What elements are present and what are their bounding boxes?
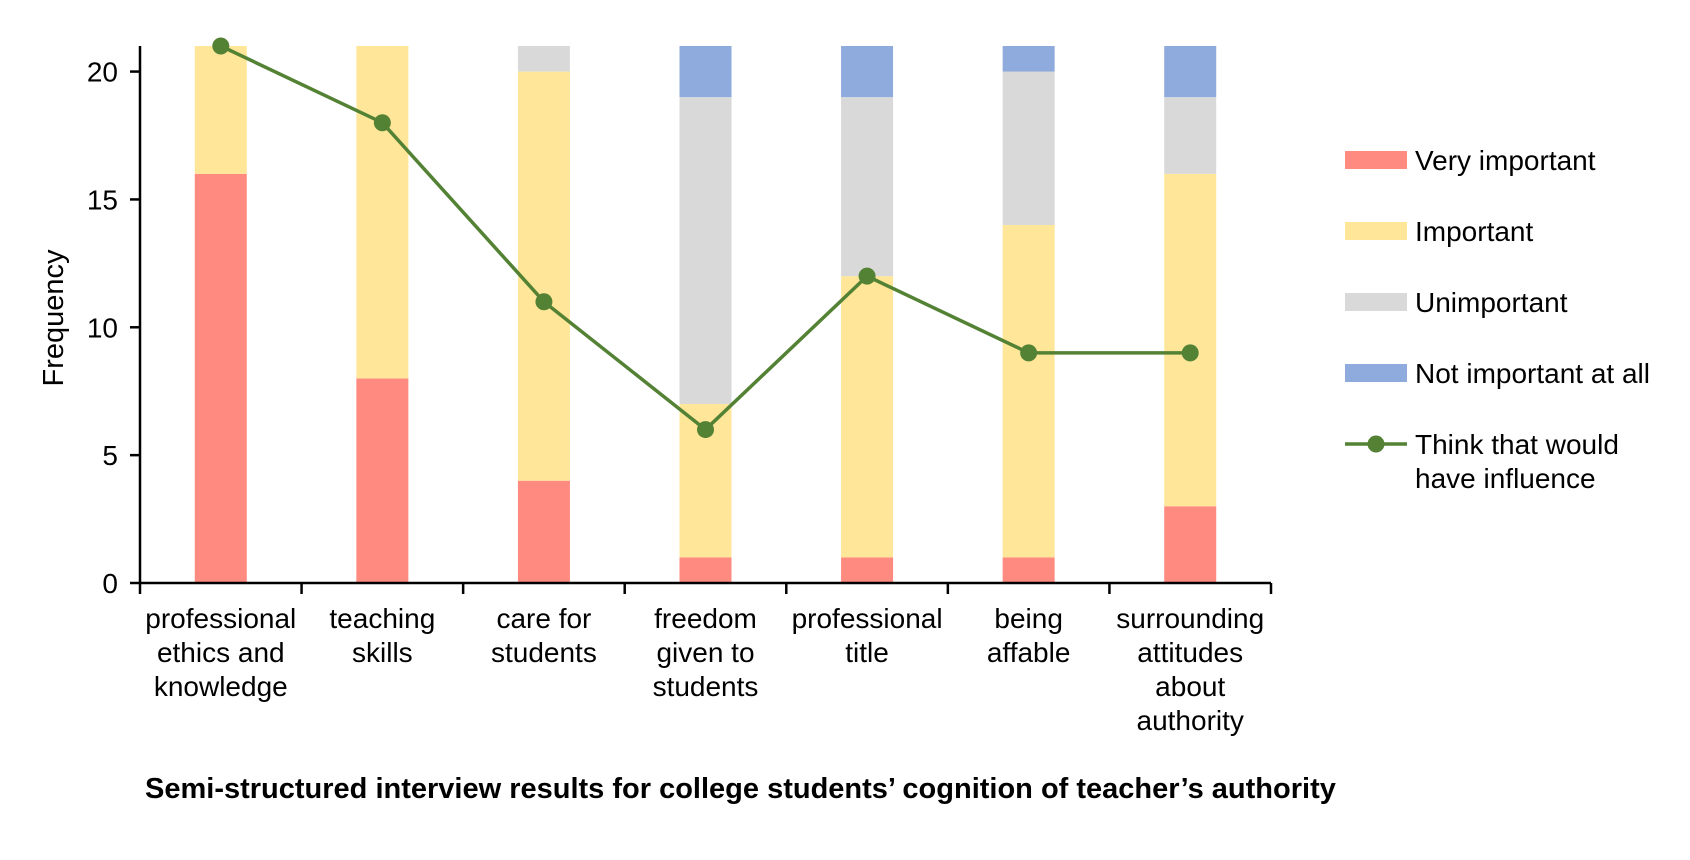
bar-very-important-6: [1002, 557, 1055, 583]
legend-swatch-unimportant: [1345, 293, 1407, 311]
bar-not-important-at-all-4: [679, 46, 732, 98]
influence-point-5: [858, 267, 876, 285]
x-tick-label: care for students: [491, 603, 597, 668]
influence-point-6: [1020, 344, 1038, 362]
bar-important-3: [517, 71, 570, 481]
x-tick-label: surrounding attitudes about authority: [1116, 603, 1264, 736]
bar-unimportant-7: [1164, 97, 1217, 174]
x-tick-label: teaching skills: [329, 603, 435, 668]
influence-point-2: [373, 114, 391, 132]
influence-point-1: [212, 37, 230, 55]
bar-not-important-at-all-5: [841, 46, 894, 98]
y-tick-label: 10: [87, 312, 118, 343]
x-tick-label: professional title: [792, 603, 943, 668]
x-tick-label: freedom given to students: [653, 603, 759, 702]
bar-very-important-3: [517, 480, 570, 583]
legend-swatch-marker: [1367, 435, 1385, 453]
legend-label-unimportant: Unimportant: [1415, 287, 1568, 318]
influence-point-3: [535, 293, 553, 311]
legend-swatch-important: [1345, 222, 1407, 240]
axes-layer: 0 5 10 15 20 professional ethics and knowledge t…: [87, 46, 1273, 736]
legend-label-important: Important: [1415, 216, 1533, 247]
influence-point-7: [1181, 344, 1199, 362]
y-tick-label: 20: [87, 57, 118, 88]
bar-very-important-2: [356, 378, 409, 583]
bar-important-7: [1164, 173, 1217, 507]
legend-label-very-important: Very important: [1415, 145, 1596, 176]
bar-important-2: [356, 46, 409, 379]
bar-very-important-7: [1164, 506, 1217, 583]
y-tick-label: 5: [102, 440, 118, 471]
legend-label-not-important-at-all: Not important at all: [1415, 358, 1650, 389]
x-tick-label: professional ethics and knowledge: [145, 603, 296, 702]
y-tick-label: 0: [102, 568, 118, 599]
bar-important-5: [841, 276, 894, 558]
legend: Very important Important Unimportant Not im…: [1345, 145, 1650, 494]
bar-unimportant-3: [517, 46, 570, 72]
bar-very-important-1: [194, 173, 247, 583]
bar-very-important-5: [841, 557, 894, 583]
chart-caption: Semi-structured interview results for co…: [145, 773, 1336, 805]
x-tick-label: being affable: [987, 603, 1071, 668]
bar-not-important-at-all-6: [1002, 46, 1055, 72]
legend-swatch-not-important-at-all: [1345, 364, 1407, 382]
bar-unimportant-5: [841, 97, 894, 277]
bar-important-6: [1002, 225, 1055, 558]
bar-important-1: [194, 46, 247, 174]
legend-swatch-very-important: [1345, 151, 1407, 169]
bar-unimportant-6: [1002, 71, 1055, 225]
bar-very-important-4: [679, 557, 732, 583]
bar-not-important-at-all-7: [1164, 46, 1217, 98]
y-tick-label: 15: [87, 184, 118, 215]
bar-unimportant-4: [679, 97, 732, 405]
influence-point-4: [697, 421, 714, 439]
y-axis-title: Frequency: [38, 249, 70, 387]
influence-line-layer: [212, 37, 1199, 439]
legend-label-think-that-would-have-influence: Think that would have influence: [1415, 429, 1619, 494]
bars-layer: [194, 46, 1217, 583]
